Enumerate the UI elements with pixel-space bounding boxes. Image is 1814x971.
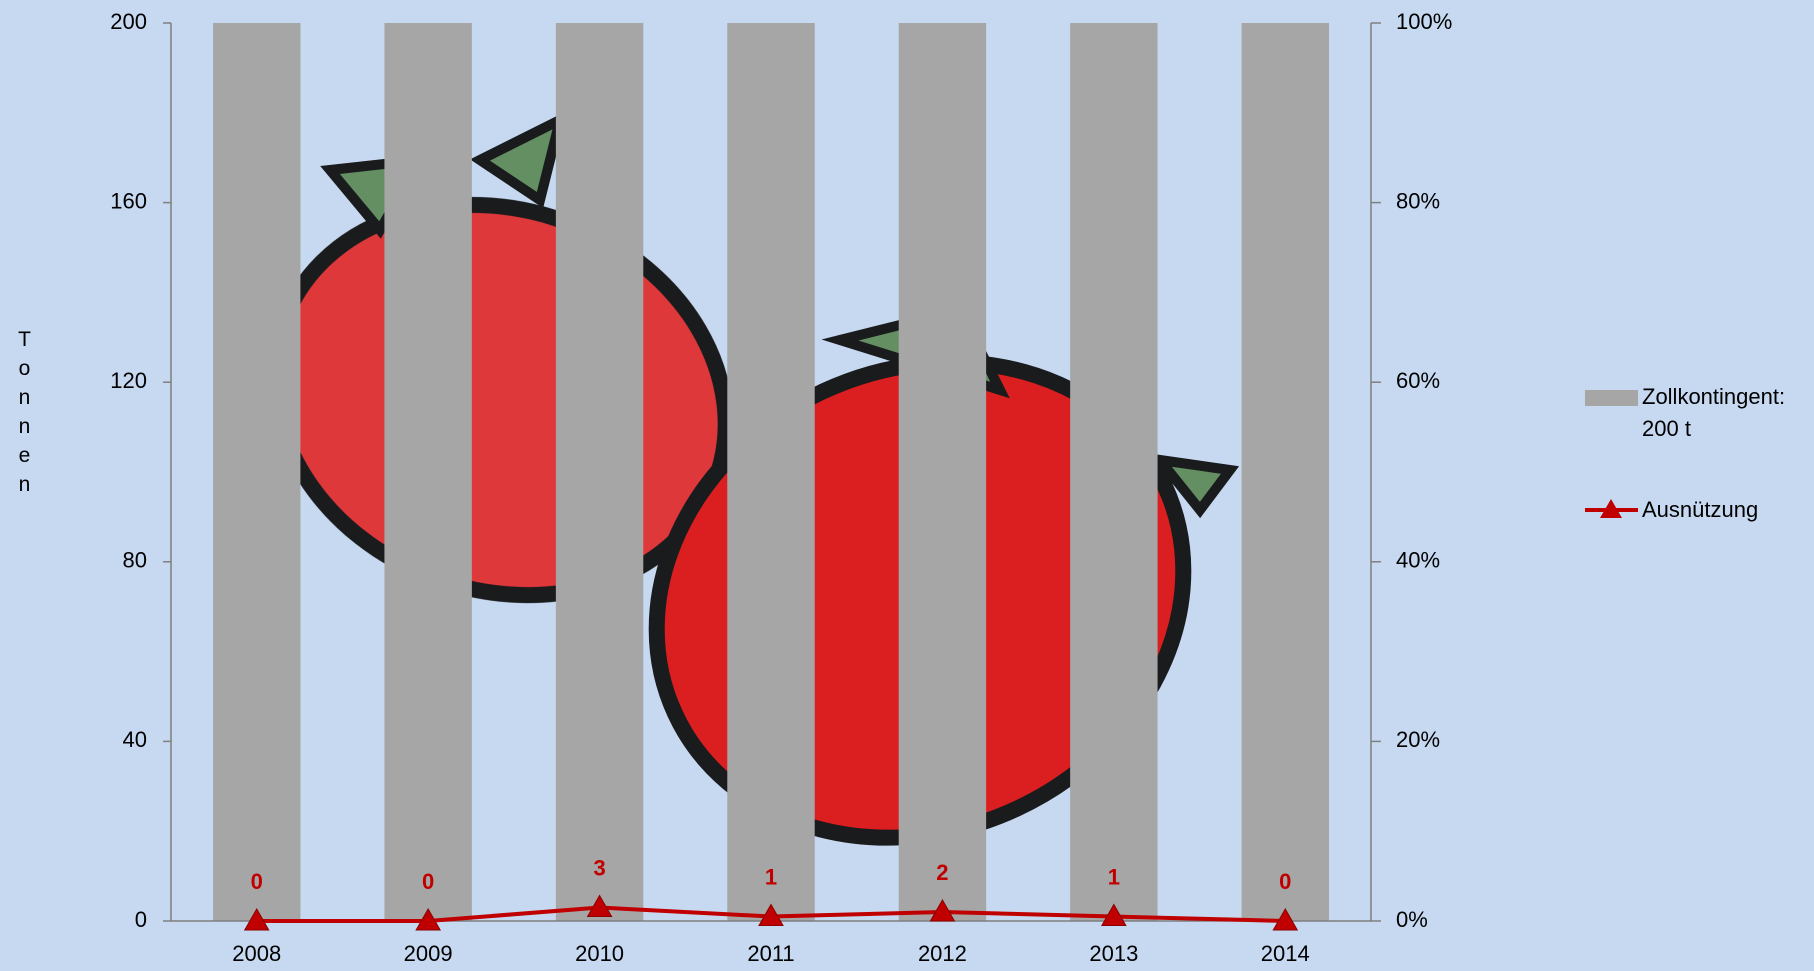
y-tick-label: 40 xyxy=(123,727,147,752)
bar xyxy=(1070,23,1158,921)
bar xyxy=(1241,23,1329,921)
legend-label: Ausnützung xyxy=(1642,497,1759,522)
marker xyxy=(758,903,784,927)
y2-tick-label: 20% xyxy=(1396,727,1440,752)
bar xyxy=(213,23,301,921)
data-label: 1 xyxy=(1108,864,1120,889)
x-tick-label: 2012 xyxy=(918,941,967,966)
bar xyxy=(727,23,815,921)
x-tick-label: 2010 xyxy=(575,941,624,966)
marker xyxy=(415,907,442,931)
y-tick-label: 120 xyxy=(110,368,147,393)
data-label: 2 xyxy=(936,860,948,885)
x-tick-label: 2008 xyxy=(232,941,281,966)
y2-tick-label: 60% xyxy=(1396,368,1440,393)
y-axis-label: Tonnen xyxy=(13,328,36,502)
marker xyxy=(929,899,956,922)
legend-marker xyxy=(1600,499,1622,518)
marker xyxy=(586,894,613,918)
y2-tick-label: 100% xyxy=(1396,9,1452,34)
y2-tick-label: 0% xyxy=(1396,907,1428,932)
data-label: 0 xyxy=(422,869,434,894)
y-tick-label: 0 xyxy=(135,907,147,932)
legend-label: Zollkontingent: 200 t xyxy=(1642,384,1786,441)
bar xyxy=(555,23,644,921)
y-tick-label: 160 xyxy=(110,188,147,213)
data-label: 0 xyxy=(1279,869,1291,894)
marker xyxy=(243,907,270,931)
data-label: 1 xyxy=(765,864,777,889)
data-label: 3 xyxy=(593,855,605,880)
legend-swatch xyxy=(1585,390,1638,406)
x-tick-label: 2014 xyxy=(1261,941,1310,966)
data-label: 0 xyxy=(251,869,263,894)
y2-tick-label: 80% xyxy=(1396,188,1440,213)
marker xyxy=(1272,907,1299,931)
bar xyxy=(384,23,472,921)
x-tick-label: 2013 xyxy=(1089,941,1138,966)
y-tick-label: 200 xyxy=(110,9,147,34)
y2-tick-label: 40% xyxy=(1396,548,1440,573)
bar xyxy=(898,23,987,921)
x-tick-label: 2009 xyxy=(404,941,453,966)
y-tick-label: 80 xyxy=(123,548,147,573)
marker xyxy=(1100,903,1127,927)
x-tick-label: 2011 xyxy=(747,941,794,966)
